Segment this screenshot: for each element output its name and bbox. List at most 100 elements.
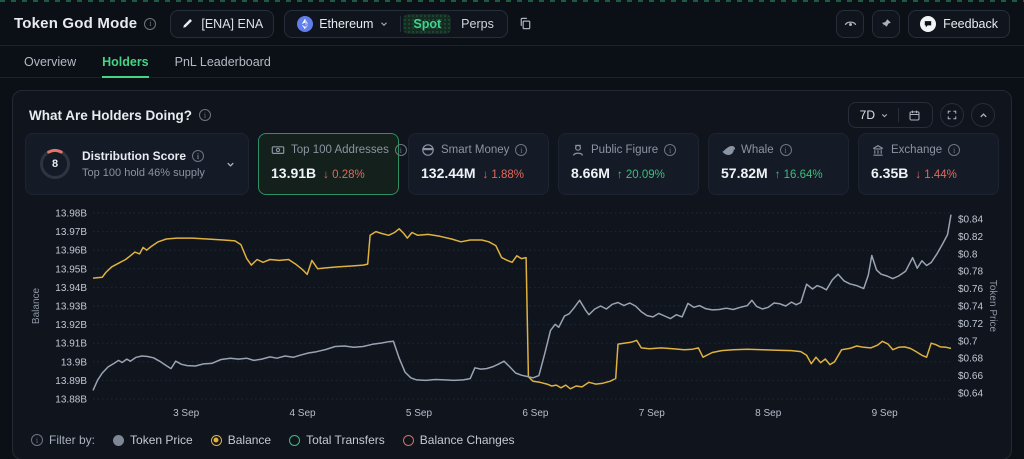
info-icon[interactable]: [394, 144, 407, 156]
distribution-score-value: 8: [51, 158, 59, 170]
filter-label: Filter by:: [49, 433, 96, 447]
filter-option-label: Total Transfers: [306, 433, 385, 447]
chevron-up-icon: [979, 112, 987, 117]
y-axis-tick-left: 13.96B: [55, 246, 87, 257]
top-bar: Token God Mode [ENA] ENA Ethereum Spot P…: [0, 2, 1024, 46]
info-icon: [31, 434, 43, 446]
left-axis-title: Balance: [31, 287, 42, 324]
y-axis-tick-left: 13.9B: [61, 357, 87, 368]
y-axis-tick-right: $0.76: [958, 284, 983, 295]
info-icon[interactable]: [199, 109, 212, 121]
filter-option-label: Token Price: [130, 433, 193, 447]
chevron-down-icon[interactable]: [225, 159, 236, 170]
x-axis-tick: 6 Sep: [522, 408, 549, 419]
stat-change: ↓ 1.44%: [915, 169, 957, 181]
distribution-score-subtitle: Top 100 hold 46% supply: [82, 167, 205, 179]
chain-label: Ethereum: [319, 16, 374, 31]
feedback-button[interactable]: Feedback: [908, 9, 1010, 38]
tab-overview[interactable]: Overview: [24, 54, 77, 69]
calendar-button[interactable]: [901, 109, 928, 122]
divider: [898, 108, 899, 122]
distribution-score-card[interactable]: 8 Distribution Score Top 100 hold 46% su…: [25, 133, 249, 195]
stat-label: Smart Money: [441, 144, 510, 156]
chain-market-group: Ethereum Spot Perps: [284, 9, 508, 38]
calendar-icon: [909, 110, 920, 120]
y-axis-tick-left: 13.98B: [55, 209, 87, 220]
holders-chart-svg[interactable]: 13.98B 13.97B 13.96B 13.95B 13.94B 13.93B 13.9…: [25, 201, 1001, 427]
x-axis-tick: 7 Sep: [639, 408, 666, 419]
y-axis-tick-right: $0.8: [958, 249, 978, 260]
fullscreen-button[interactable]: [940, 103, 964, 127]
x-axis-tick: 5 Sep: [406, 408, 433, 419]
stat-value: 13.91B: [271, 165, 317, 181]
stat-change: ↓ 0.28%: [323, 169, 365, 181]
panel-title: What Are Holders Doing?: [29, 107, 193, 123]
fullscreen-icon: [947, 110, 957, 120]
stat-card-public-figure[interactable]: Public Figure 8.66M ↑ 20.09%: [558, 133, 699, 195]
y-axis-tick-right: $0.64: [958, 389, 983, 400]
feedback-label: Feedback: [943, 16, 998, 31]
smart-money-icon: [421, 143, 435, 157]
right-axis-title: Token Price: [987, 280, 998, 333]
collapse-button[interactable]: [971, 103, 995, 127]
holders-chart[interactable]: 13.98B 13.97B 13.96B 13.95B 13.94B 13.93B 13.9…: [25, 201, 999, 427]
holder-stat-cards: 8 Distribution Score Top 100 hold 46% su…: [25, 133, 999, 195]
pin-icon: [881, 18, 891, 28]
ethereum-icon: [297, 15, 314, 32]
filter-option-token-price[interactable]: Token Price: [113, 433, 193, 447]
stat-card-whale[interactable]: Whale 57.82M ↑ 16.64%: [708, 133, 849, 195]
distribution-score-gauge: 8: [38, 147, 72, 181]
series-token-price: [92, 214, 952, 391]
stat-label: Top 100 Addresses: [291, 144, 389, 156]
stat-value: 57.82M: [721, 165, 768, 181]
info-icon[interactable]: [144, 17, 157, 30]
stat-label: Public Figure: [591, 144, 659, 156]
divider: [400, 15, 402, 32]
y-axis-tick-right: $0.74: [958, 302, 983, 313]
stat-change: ↓ 1.88%: [482, 169, 525, 181]
tab-holders[interactable]: Holders: [102, 46, 149, 78]
filter-option-total-transfers[interactable]: Total Transfers: [289, 433, 385, 447]
token-select-button[interactable]: [ENA] ENA: [170, 9, 275, 38]
stat-card-top100[interactable]: Top 100 Addresses 13.91B ↓ 0.28%: [258, 133, 407, 195]
watch-button[interactable]: [836, 9, 865, 38]
stat-change: ↑ 20.09%: [616, 169, 665, 181]
info-icon[interactable]: [664, 144, 677, 156]
range-dropdown[interactable]: 7D: [853, 108, 896, 122]
radio-ring-icon: [402, 434, 414, 446]
x-axis-tick: 8 Sep: [755, 408, 782, 419]
market-tab-perps[interactable]: Perps: [461, 16, 494, 31]
holders-panel: What Are Holders Doing? 7D: [12, 90, 1012, 459]
chevron-down-icon: [881, 113, 888, 117]
filter-option-label: Balance: [227, 433, 272, 447]
series-balance: [92, 228, 952, 390]
info-icon[interactable]: [515, 144, 528, 156]
copy-icon[interactable]: [518, 16, 533, 31]
y-axis-tick-left: 13.97B: [55, 227, 87, 238]
bank-icon: [871, 143, 885, 157]
stat-change: ↑ 16.64%: [774, 169, 823, 181]
y-axis-tick-left: 13.91B: [55, 339, 87, 350]
person-icon: [571, 143, 585, 157]
stat-label: Whale: [741, 144, 774, 156]
stat-card-exchange[interactable]: Exchange 6.35B ↓ 1.44%: [858, 133, 999, 195]
info-icon[interactable]: [779, 144, 792, 156]
pin-button[interactable]: [872, 9, 901, 38]
chain-select[interactable]: Ethereum: [288, 15, 398, 32]
radio-filled-icon: [113, 434, 125, 446]
stat-label: Exchange: [891, 144, 943, 156]
whale-icon: [721, 143, 735, 157]
tab-pnl-leaderboard[interactable]: PnL Leaderboard: [174, 54, 271, 69]
stat-value: 6.35B: [871, 165, 909, 181]
filter-option-balance[interactable]: Balance: [210, 433, 272, 447]
y-axis-tick-left: 13.88B: [55, 395, 87, 406]
stat-card-smart-money[interactable]: Smart Money 132.44M ↓ 1.88%: [408, 133, 549, 195]
info-icon[interactable]: [192, 150, 205, 162]
range-label: 7D: [859, 108, 875, 122]
filter-option-balance-changes[interactable]: Balance Changes: [402, 433, 515, 447]
market-tab-spot[interactable]: Spot: [403, 13, 452, 34]
info-icon[interactable]: [948, 144, 961, 156]
stat-value: 8.66M: [571, 165, 610, 181]
y-axis-tick-left: 13.95B: [55, 264, 87, 275]
y-axis-tick-left: 13.94B: [55, 283, 87, 294]
